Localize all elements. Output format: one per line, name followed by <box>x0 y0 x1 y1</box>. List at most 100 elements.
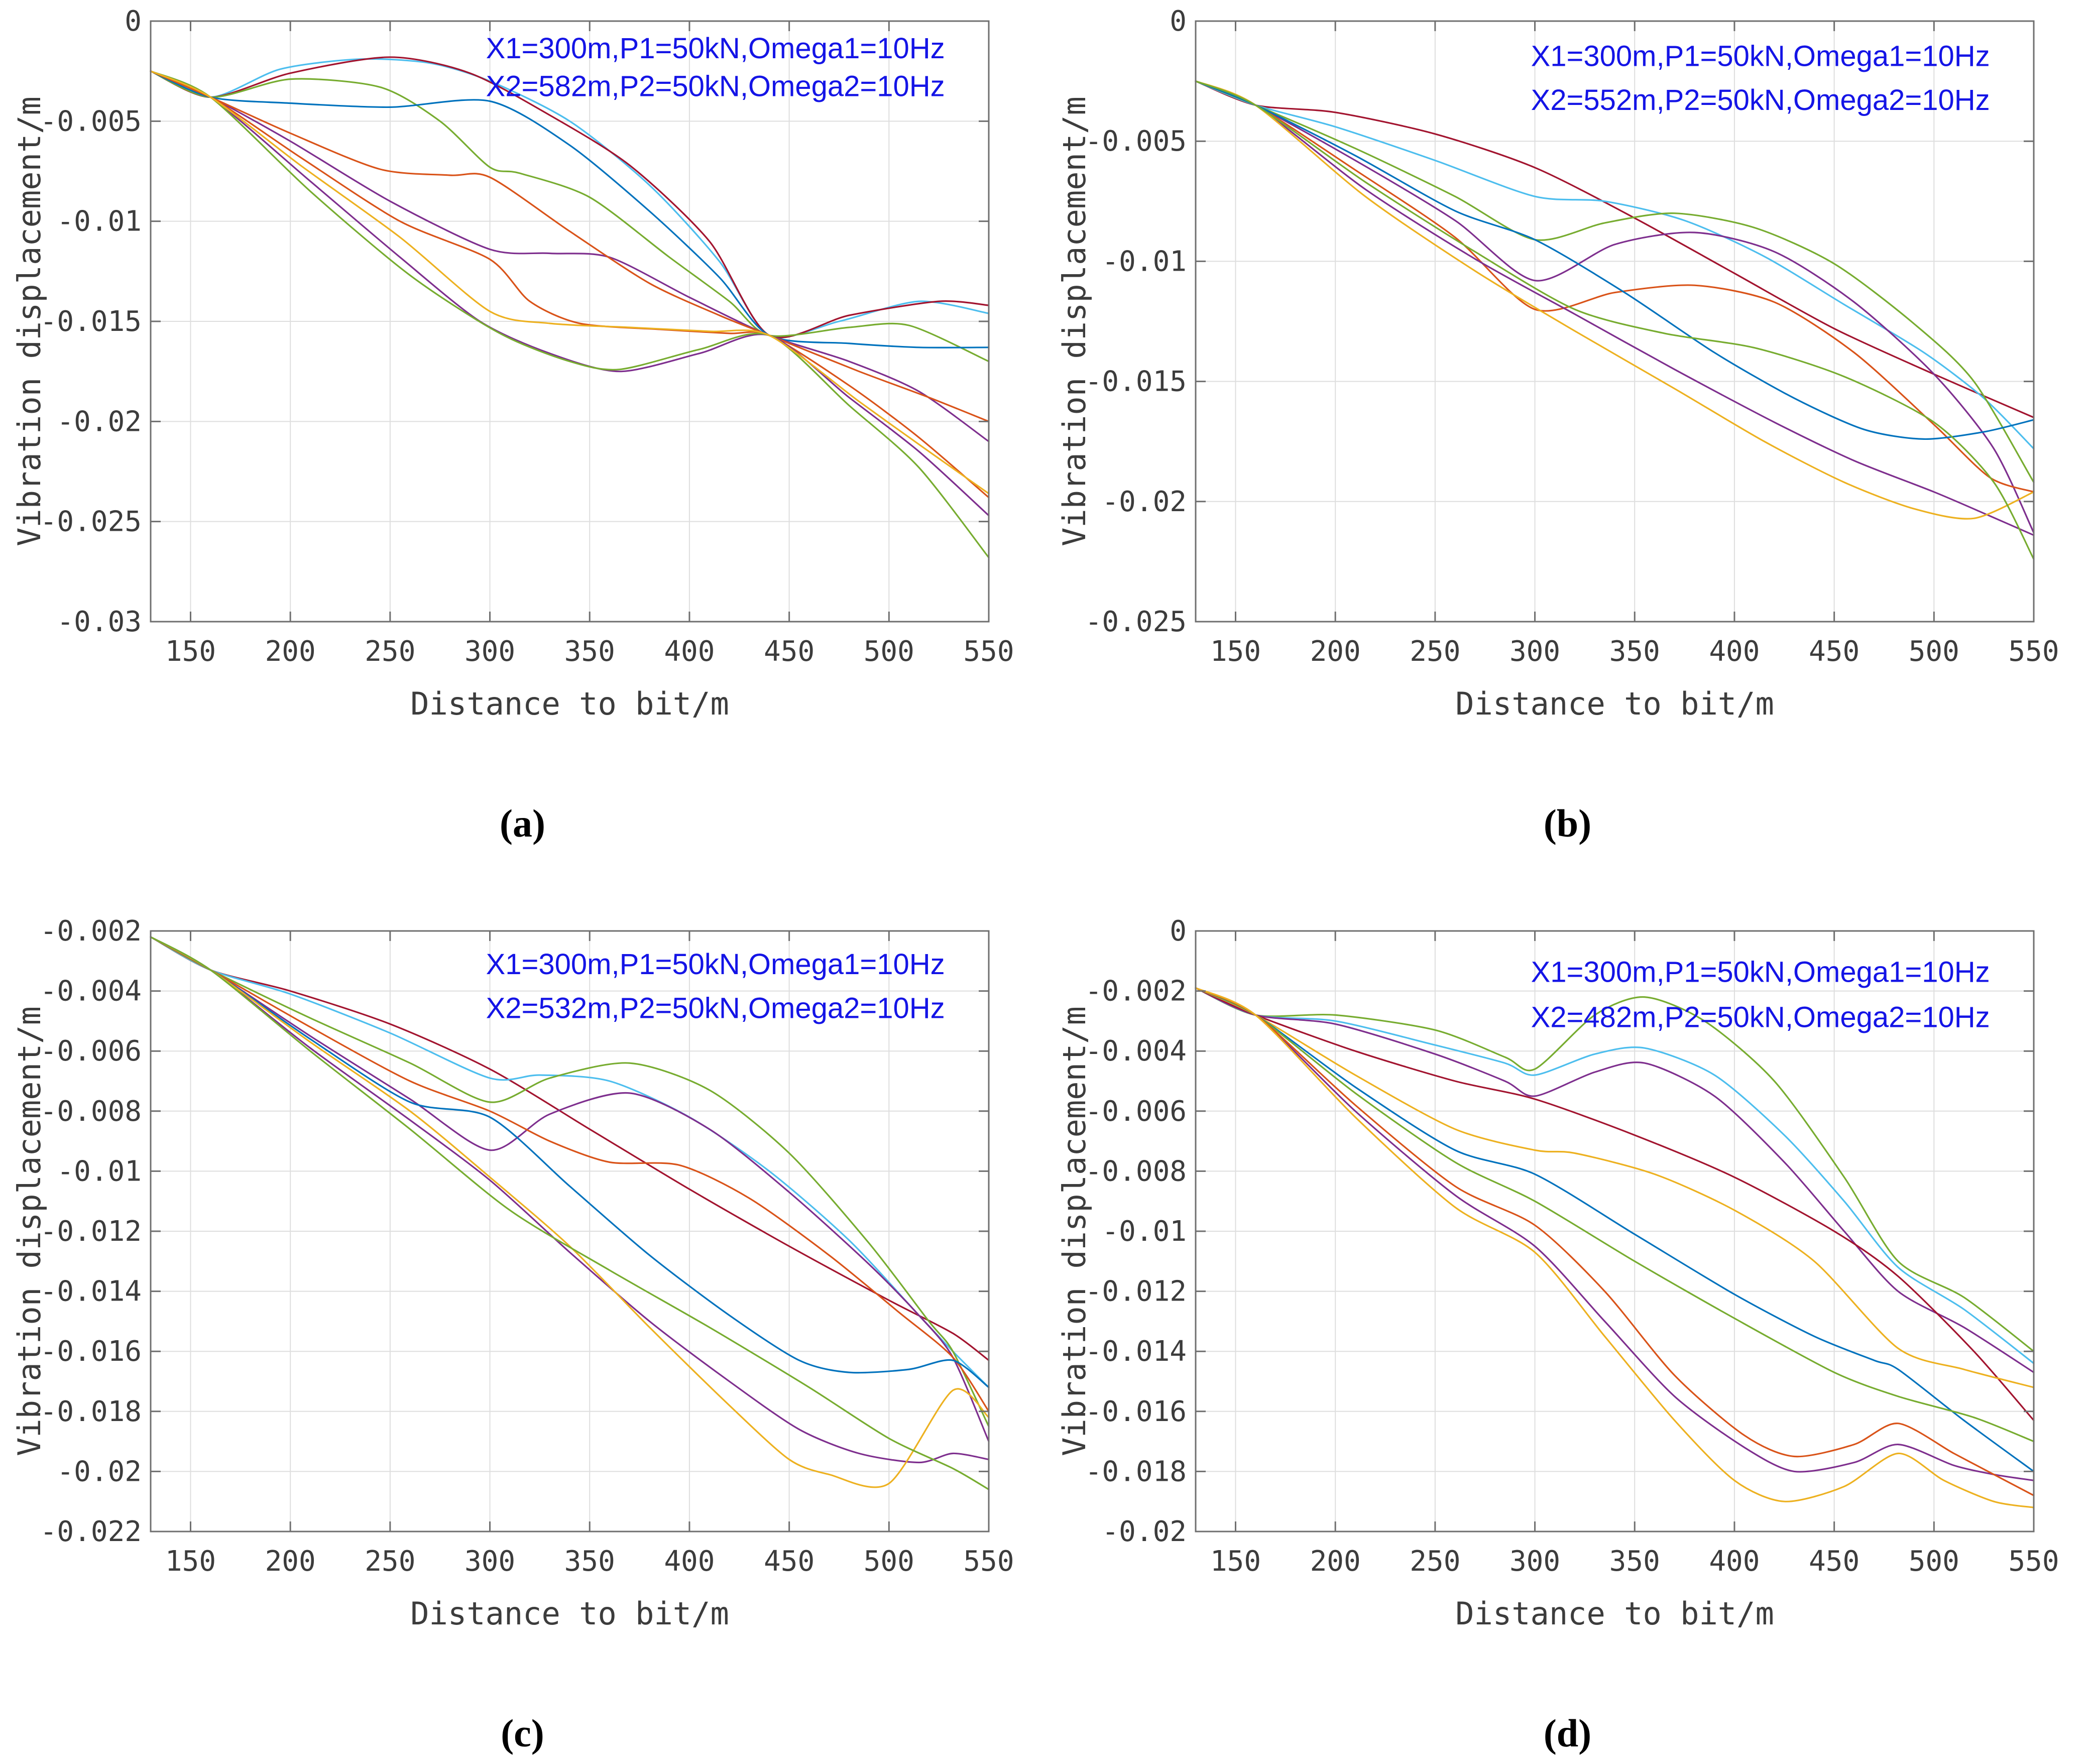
series-group <box>150 936 990 1490</box>
series-line-9 <box>1195 987 2035 1508</box>
y-tick-label: -0.006 <box>40 1035 142 1068</box>
x-tick-label: 500 <box>1909 635 1959 668</box>
chart-c: 150 200 250 300 350 400 450 500 550 -0.002 -0.004 -… <box>11 915 1014 1632</box>
series-line-0 <box>1195 80 2035 418</box>
y-tick-label: -0.004 <box>40 975 142 1008</box>
y-tick-label: -0.004 <box>1085 1035 1187 1068</box>
x-tick-label: 300 <box>1510 635 1560 668</box>
x-tick-label: 200 <box>1310 635 1361 668</box>
series-line-8 <box>1195 80 2035 560</box>
series-line-5 <box>150 936 990 1388</box>
y-tick-label: -0.006 <box>1085 1095 1187 1128</box>
series-line-8 <box>150 70 990 558</box>
series-line-3 <box>1195 987 2035 1422</box>
series-line-3 <box>1195 80 2035 534</box>
y-tick-label: -0.012 <box>1085 1275 1187 1308</box>
series-line-2 <box>1195 987 2035 1373</box>
tick-labels: 150 200 250 300 350 400 450 500 550 0 -0.005 -0.01 -… <box>40 5 1014 668</box>
x-tick-label: 250 <box>365 635 415 668</box>
series-line-7 <box>1195 987 2035 1481</box>
series-line-0 <box>150 58 990 338</box>
y-tick-label: 0 <box>125 5 142 38</box>
y-tick-label: -0.02 <box>1102 1515 1187 1548</box>
series-line-1 <box>150 56 990 338</box>
axes-box-group <box>1195 20 2035 623</box>
caption-b: (b) <box>1543 801 1592 845</box>
series-line-4 <box>1195 987 2035 1388</box>
series-line-1 <box>1195 80 2035 450</box>
y-tick-label: -0.014 <box>40 1275 142 1308</box>
x-tick-label: 150 <box>165 1545 216 1578</box>
y-tick-label: -0.018 <box>1085 1455 1187 1488</box>
x-tick-label: 150 <box>165 635 216 668</box>
y-tick-label: -0.005 <box>40 105 142 138</box>
x-tick-label: 200 <box>1310 1545 1361 1578</box>
x-tick-label: 300 <box>1510 1545 1560 1578</box>
y-tick-label: -0.01 <box>57 1155 142 1188</box>
x-tick-label: 400 <box>664 635 715 668</box>
series-line-3 <box>150 70 990 348</box>
panel-b: 150 200 250 300 350 400 450 500 550 0 -0.005 -0.01 -… <box>1045 0 2090 882</box>
annotation-line-1: X1=300m,P1=50kN,Omega1=10Hz <box>1531 40 1990 73</box>
x-tick-label: 200 <box>265 1545 316 1578</box>
axes-box-group <box>1195 930 2035 1533</box>
x-tick-label: 500 <box>864 1545 914 1578</box>
x-tick-label: 350 <box>1609 635 1660 668</box>
y-tick-label: -0.018 <box>40 1395 142 1428</box>
y-tick-label: -0.002 <box>40 915 142 948</box>
caption-d: (d) <box>1543 1711 1592 1755</box>
series-line-4 <box>150 936 990 1413</box>
x-tick-label: 550 <box>963 635 1014 668</box>
y-tick-label: -0.01 <box>1102 245 1187 278</box>
x-tick-label: 350 <box>1609 1545 1660 1578</box>
x-tick-label: 300 <box>465 1545 515 1578</box>
series-line-6 <box>1195 80 2035 536</box>
chart-d: 150 200 250 300 350 400 450 500 550 0 -0.002 -0.004… <box>1056 915 2059 1632</box>
series-line-0 <box>150 936 990 1361</box>
annotation-line-2: X2=482m,P2=50kN,Omega2=10Hz <box>1531 1001 1990 1033</box>
y-tick-label: -0.008 <box>40 1095 142 1128</box>
y-tick-label: -0.014 <box>1085 1335 1187 1368</box>
caption-c: (c) <box>501 1711 544 1755</box>
x-tick-label: 400 <box>664 1545 715 1578</box>
x-tick-label: 550 <box>2008 635 2059 668</box>
y-tick-label: -0.025 <box>40 506 142 538</box>
axes-box-group <box>150 20 990 623</box>
series-line-5 <box>1195 80 2035 440</box>
x-tick-label: 250 <box>365 1545 415 1578</box>
x-tick-label: 250 <box>1410 1545 1460 1578</box>
x-tick-label: 500 <box>864 635 914 668</box>
panel-d: 150 200 250 300 350 400 450 500 550 0 -0.002 -0.004… <box>1045 882 2090 1764</box>
y-tick-label: -0.002 <box>1085 975 1187 1008</box>
series-line-8 <box>150 936 990 1490</box>
y-tick-label: -0.016 <box>1085 1395 1187 1428</box>
annotation-text: X1=300m,P1=50kN,Omega1=10Hz X2=532m,P2=50… <box>486 948 945 1024</box>
series-line-6 <box>150 70 990 499</box>
series-line-4 <box>1195 80 2035 493</box>
x-axis-label: Distance to bit/m <box>1455 685 1774 722</box>
series-group <box>1195 987 2035 1508</box>
y-tick-label: -0.015 <box>1085 366 1187 398</box>
x-tick-label: 550 <box>963 1545 1014 1578</box>
x-tick-label: 150 <box>1210 1545 1261 1578</box>
x-tick-label: 250 <box>1410 635 1460 668</box>
y-tick-label: -0.015 <box>40 305 142 338</box>
chart-b: 150 200 250 300 350 400 450 500 550 0 -0.005 -0.01 -… <box>1056 5 2059 722</box>
annotation-text: X1=300m,P1=50kN,Omega1=10Hz X2=552m,P2=50… <box>1531 40 1990 116</box>
y-tick-label: -0.008 <box>1085 1155 1187 1188</box>
panel-a: 150 200 250 300 350 400 450 500 550 0 -0.005 -0.01 -… <box>0 0 1045 882</box>
series-line-2 <box>150 936 990 1428</box>
x-tick-label: 400 <box>1709 635 1760 668</box>
series-line-7 <box>150 936 990 1488</box>
x-tick-label: 300 <box>465 635 515 668</box>
y-tick-label: -0.02 <box>57 1455 142 1488</box>
annotation-line-2: X2=532m,P2=50kN,Omega2=10Hz <box>486 992 945 1024</box>
annotation-line-2: X2=582m,P2=50kN,Omega2=10Hz <box>486 70 945 103</box>
y-tick-label: -0.022 <box>40 1515 142 1548</box>
y-axis-label: Vibration displacement/m <box>1056 96 1093 546</box>
series-line-1 <box>1195 987 2035 1364</box>
y-tick-label: -0.012 <box>40 1215 142 1248</box>
x-tick-label: 400 <box>1709 1545 1760 1578</box>
series-line-7 <box>1195 80 2035 520</box>
